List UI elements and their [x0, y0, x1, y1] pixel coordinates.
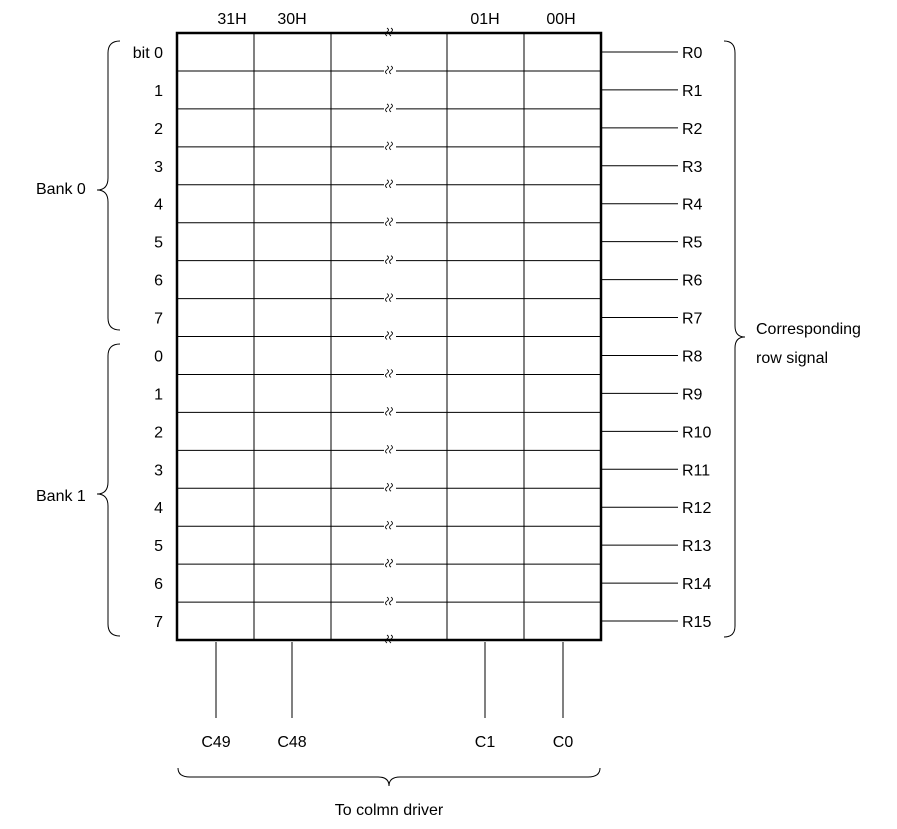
bit-label: 5	[154, 538, 163, 555]
row-signal-label: R3	[682, 159, 703, 176]
column-driver-lines	[215, 642, 564, 718]
bit-labels: bit 0 1 2 3 4 5 6 7 0 1 2 3 4 5 6 7	[133, 45, 163, 631]
break-mark	[385, 255, 393, 264]
row-signal-label: R1	[682, 83, 703, 100]
bank-1-label: Bank 1	[36, 488, 86, 505]
break-mark	[385, 217, 393, 227]
row-signal-label-line-2: row signal	[756, 350, 828, 367]
row-signal-label: R0	[682, 45, 703, 62]
bit-label: 4	[154, 197, 163, 214]
bit-label: 1	[154, 386, 163, 403]
bit-label: 2	[154, 424, 163, 441]
bit-label: 2	[154, 121, 163, 138]
bit-label: 6	[154, 273, 163, 290]
column-driver-c48: C48	[277, 734, 306, 751]
break-mark	[385, 141, 393, 151]
break-mark	[385, 179, 393, 189]
row-signal-label: R7	[682, 311, 703, 328]
row-signal-label: R12	[682, 500, 711, 517]
row-signals: R0 R1 R2 R3 R4 R5 R6 R7 R8 R9 R10 R11 R12 R13 R14 R15	[601, 45, 711, 631]
row-signal-label: R8	[682, 348, 703, 365]
bit-label: 0	[154, 348, 163, 365]
bit-label: 5	[154, 235, 163, 252]
break-mark	[385, 407, 393, 416]
row-signal-label: R10	[682, 424, 711, 441]
column-address-30h: 30H	[277, 11, 306, 28]
break-mark	[385, 331, 393, 340]
row-signal-label: R14	[682, 576, 711, 593]
column-driver-c0: C0	[553, 734, 574, 751]
row-signal-label: R9	[682, 386, 703, 403]
row-signal-label: R11	[682, 462, 710, 479]
bit-label: 7	[154, 311, 163, 328]
bit-label: 4	[154, 500, 163, 517]
break-mark	[385, 596, 393, 606]
column-driver-c49: C49	[201, 734, 230, 751]
column-address-31h: 31H	[217, 11, 246, 28]
column-driver-label: To colmn driver	[335, 802, 444, 819]
break-mark	[385, 65, 393, 75]
column-driver-brace	[177, 767, 601, 787]
bit-label: 6	[154, 576, 163, 593]
break-mark	[385, 558, 393, 568]
bit-label: 3	[154, 462, 163, 479]
break-mark	[385, 482, 393, 492]
break-symbols	[385, 27, 393, 644]
row-signal-brace	[723, 40, 746, 638]
row-signal-label: R15	[682, 614, 711, 631]
bank-0-brace	[96, 40, 121, 331]
bit-label: 3	[154, 159, 163, 176]
row-signal-label: R2	[682, 121, 703, 138]
row-signal-label: R4	[682, 197, 703, 214]
column-driver-c1: C1	[475, 734, 496, 751]
bit-label: 7	[154, 614, 163, 631]
row-signal-label: R6	[682, 273, 703, 290]
bank-0-label: Bank 0	[36, 181, 86, 198]
row-signal-label: R5	[682, 235, 703, 252]
column-address-00h: 00H	[546, 11, 575, 28]
bit-label: 1	[154, 83, 163, 100]
break-mark	[385, 103, 393, 113]
break-mark	[385, 444, 393, 454]
break-mark	[385, 520, 393, 530]
bit-label: bit 0	[133, 45, 163, 62]
row-signal-label: R13	[682, 538, 711, 555]
bank-1-brace	[96, 343, 121, 637]
row-signal-label-line-1: Corresponding	[756, 321, 861, 338]
break-mark	[385, 369, 393, 378]
grid-border	[175, 31, 603, 642]
break-mark	[385, 293, 393, 302]
column-address-01h: 01H	[470, 11, 499, 28]
